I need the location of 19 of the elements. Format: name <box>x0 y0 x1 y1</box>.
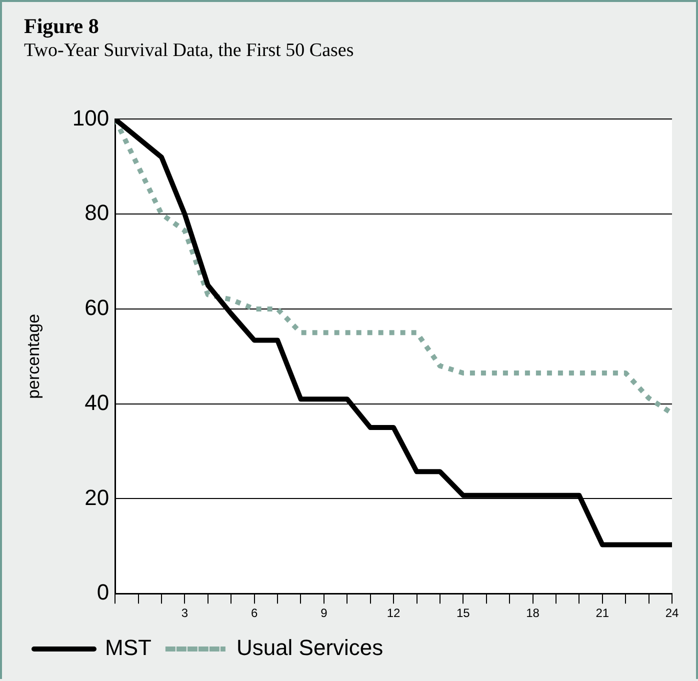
x-tick-label: 9 <box>320 606 328 620</box>
chart-title: Figure 8 <box>24 14 99 39</box>
y-tick-label: 0 <box>96 580 110 605</box>
x-tick-label: 12 <box>386 606 401 620</box>
y-tick-label: 20 <box>84 484 110 510</box>
x-tick-label: 3 <box>181 606 188 620</box>
y-tick-label: 60 <box>84 295 110 320</box>
x-tick-label: 15 <box>456 606 470 620</box>
x-tick-label: 18 <box>526 606 540 620</box>
x-tick-label: 21 <box>596 606 610 620</box>
y-tick-label: 40 <box>84 390 110 415</box>
legend-label: MST <box>105 635 152 660</box>
x-tick-label: 24 <box>665 606 679 620</box>
y-axis-title: percentage <box>24 314 43 399</box>
x-tick-label: 6 <box>250 606 258 620</box>
chart-subtitle: Two-Year Survival Data, the First 50 Cases <box>24 40 354 62</box>
y-tick-label: 80 <box>84 200 110 226</box>
legend-label: Usual Services <box>236 635 384 660</box>
y-tick-label: 100 <box>72 105 110 130</box>
